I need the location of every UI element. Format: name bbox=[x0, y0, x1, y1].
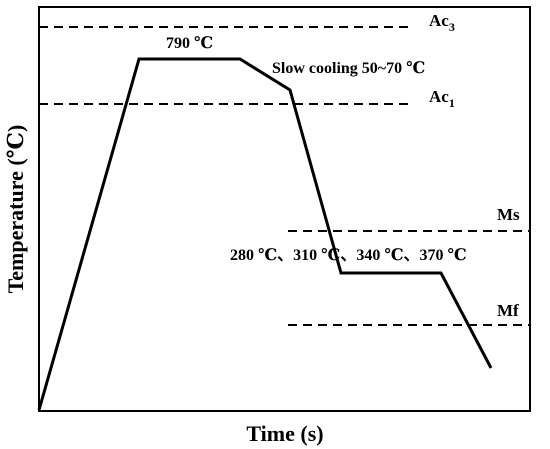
x-axis-title: Time (s) bbox=[246, 421, 323, 446]
mf-label: Mf bbox=[497, 301, 519, 320]
temperature-profile-line bbox=[37, 57, 493, 411]
slow-cooling-label: Slow cooling 50~70 ℃ bbox=[272, 60, 425, 77]
ac3-label: Ac3 bbox=[429, 11, 455, 34]
y-axis-title: Temperature (℃) bbox=[3, 125, 28, 294]
hold-temperature-label: 790 ℃ bbox=[166, 35, 213, 52]
ac1-label: Ac1 bbox=[429, 87, 455, 110]
isothermal-temperatures-label: 280 ℃、310 ℃、340 ℃、370 ℃ bbox=[230, 247, 467, 264]
ms-label: Ms bbox=[497, 205, 520, 224]
plot-frame bbox=[38, 6, 531, 412]
